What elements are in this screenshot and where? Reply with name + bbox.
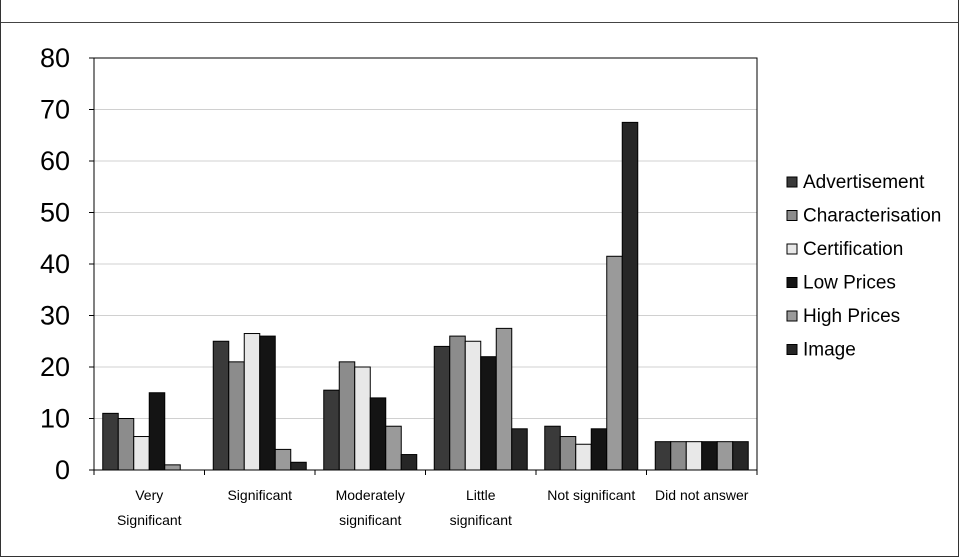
bar [606, 255, 623, 471]
x-tick-label: Very [135, 487, 163, 503]
bar [495, 327, 513, 471]
y-tick-label: 0 [55, 455, 70, 485]
bar [228, 361, 245, 471]
y-tick-label: 20 [40, 352, 70, 382]
bar [369, 397, 387, 471]
bar [654, 441, 672, 471]
legend-label: Low Prices [803, 273, 896, 294]
x-tick-label: Not significant [547, 487, 635, 503]
x-tick-label: Significant [227, 487, 292, 503]
bar [575, 443, 592, 471]
bar [323, 389, 340, 471]
bar [480, 356, 497, 471]
y-tick-label: 10 [40, 404, 70, 434]
bar [385, 425, 402, 471]
y-tick-label: 40 [40, 249, 70, 279]
gridlines [94, 109, 757, 419]
x-axis-ticks: Very Significant Significant Moderately sign… [93, 470, 758, 528]
top-divider [1, 22, 958, 23]
bar [338, 361, 356, 471]
y-tick-label: 80 [40, 43, 70, 73]
bar [433, 345, 451, 471]
bar [685, 441, 703, 471]
bar [259, 335, 276, 471]
bar [701, 441, 718, 471]
y-tick-label: 30 [40, 301, 70, 331]
bar [400, 454, 418, 471]
legend-swatch [786, 210, 798, 221]
bar [243, 333, 261, 471]
bar [716, 441, 734, 471]
y-tick-label: 60 [40, 146, 70, 176]
legend-label: Image [803, 340, 856, 361]
legend-swatch [786, 310, 798, 322]
bar [464, 340, 482, 471]
bar [102, 412, 119, 471]
legend-swatch [786, 344, 798, 355]
legend-label: Characterisation [803, 206, 941, 227]
legend-swatch [786, 243, 798, 255]
bar [274, 448, 292, 471]
x-tick-label: Did not answer [655, 487, 749, 503]
bar [544, 425, 561, 471]
legend-swatch [786, 277, 798, 288]
legend-label: Advertisement [803, 172, 925, 193]
bar [148, 392, 166, 471]
bar [212, 340, 230, 471]
legend-label: Certification [803, 239, 903, 260]
bar [511, 428, 528, 471]
bar [164, 464, 181, 471]
bars [102, 121, 749, 471]
bar [354, 366, 371, 471]
legend-label: High Prices [803, 306, 900, 327]
x-tick-label: Moderately [336, 487, 405, 503]
x-tick-label: significant [450, 512, 512, 528]
bar [559, 436, 577, 471]
bar [117, 418, 135, 471]
legend-swatch [786, 176, 798, 188]
bar [290, 461, 307, 471]
y-axis-ticks: 0 10 20 30 40 50 60 70 80 [40, 43, 94, 485]
bar [449, 335, 466, 471]
x-tick-label: significant [339, 512, 401, 528]
y-tick-label: 50 [40, 198, 70, 228]
x-tick-label: Significant [117, 512, 182, 528]
bar [732, 441, 749, 471]
bar [670, 441, 687, 471]
x-tick-label: Little [466, 487, 496, 503]
y-tick-label: 70 [40, 95, 70, 125]
bar [133, 436, 150, 471]
bar [590, 428, 608, 471]
legend: Advertisement Characterisation Certificati… [786, 172, 941, 361]
bar [621, 121, 639, 471]
